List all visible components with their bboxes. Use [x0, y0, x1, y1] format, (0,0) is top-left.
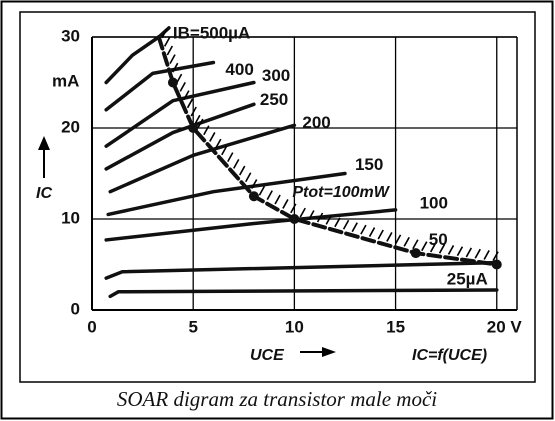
- hatch: [233, 158, 240, 169]
- y-tick-label: 30: [61, 26, 80, 45]
- hatch: [412, 239, 419, 250]
- hatch: [194, 114, 201, 125]
- curve-label: 50: [429, 230, 448, 249]
- curve-label: 200: [302, 113, 330, 132]
- hatch: [179, 81, 186, 92]
- hatch: [171, 62, 179, 73]
- hatch: [209, 132, 216, 142]
- characteristic-curve: [108, 123, 297, 194]
- annotation: IC=f(UCE): [412, 347, 487, 364]
- curve-label: 150: [355, 155, 383, 174]
- characteristic-curve: [108, 288, 499, 299]
- hatch: [274, 194, 281, 205]
- hatch: [483, 250, 490, 260]
- hatch: [386, 232, 393, 242]
- x-arrow-head: [322, 347, 336, 357]
- hatch: [492, 251, 499, 262]
- hatch: [258, 185, 266, 196]
- hatch: [203, 125, 210, 136]
- characteristic-curve: [104, 60, 216, 112]
- characteristic-curve: [104, 26, 171, 85]
- soar-point: [188, 123, 199, 133]
- soar-point: [491, 259, 502, 270]
- hatch: [239, 165, 246, 176]
- y-tick-label: 10: [61, 208, 80, 227]
- y-tick-label: 20: [61, 117, 80, 136]
- hatch: [438, 243, 446, 254]
- hatch: [308, 210, 315, 220]
- y-arrow-head: [38, 136, 50, 150]
- hatch: [245, 172, 252, 183]
- hatch: [456, 246, 464, 257]
- characteristic-curve: [104, 102, 256, 171]
- y-tick-label: 0: [71, 299, 80, 318]
- hatch: [169, 54, 176, 64]
- hatch: [161, 28, 168, 39]
- characteristic-curve: [104, 260, 499, 280]
- curve-label: 400: [225, 60, 253, 79]
- hatch: [421, 241, 428, 252]
- hatch: [227, 152, 234, 162]
- x-tick-label: 10: [285, 317, 304, 336]
- x-tick-label: 5: [188, 317, 197, 336]
- hatch: [215, 138, 222, 149]
- hatch: [250, 179, 258, 189]
- hatch: [394, 234, 402, 245]
- hatch: [190, 106, 197, 117]
- hatch: [429, 242, 437, 253]
- hatch: [342, 219, 350, 230]
- hatch: [163, 37, 171, 47]
- soar-point: [289, 214, 300, 224]
- characteristic-curve: [104, 208, 398, 242]
- x-axis-label: UCE: [250, 347, 285, 364]
- soar-point: [167, 77, 178, 88]
- figure-frame: [19, 11, 536, 383]
- hatch: [403, 236, 410, 247]
- y-unit: mA: [52, 71, 79, 90]
- hatch: [221, 145, 228, 156]
- hatch: [166, 45, 174, 56]
- hatch: [334, 217, 341, 228]
- soar-point: [410, 248, 421, 259]
- characteristic-curve: [106, 171, 347, 217]
- hatch: [360, 224, 367, 235]
- soar-label: Ptot=100mW: [292, 184, 390, 201]
- curve-label: 300: [262, 66, 290, 85]
- hatch: [183, 90, 190, 100]
- hatch: [299, 207, 306, 218]
- characteristic-curve: [104, 80, 256, 148]
- hatch: [368, 227, 376, 237]
- hatch: [465, 247, 473, 258]
- curve-label: 250: [260, 90, 288, 109]
- y-axis-label: IC: [36, 185, 52, 202]
- hatch: [447, 245, 455, 255]
- x-tick-label: 0: [87, 317, 96, 336]
- x-tick-label: 20 V: [487, 317, 523, 336]
- curve-label: IB=500µA: [173, 23, 250, 42]
- hatch: [197, 118, 204, 129]
- curve-label: 25µA: [447, 269, 488, 288]
- hatch: [474, 248, 481, 259]
- plot-area: [104, 26, 499, 299]
- curve-label: 100: [420, 193, 448, 212]
- hatch: [266, 190, 273, 201]
- hatch: [316, 212, 324, 223]
- caption: SOAR digram za transistor male moči: [117, 387, 437, 411]
- hatch: [377, 229, 384, 240]
- hatch: [290, 203, 297, 214]
- hatch: [325, 214, 332, 225]
- soar-point: [248, 191, 259, 202]
- hatch: [351, 222, 358, 233]
- hatch: [186, 98, 194, 109]
- x-tick-label: 15: [386, 317, 405, 336]
- hatch: [282, 199, 289, 209]
